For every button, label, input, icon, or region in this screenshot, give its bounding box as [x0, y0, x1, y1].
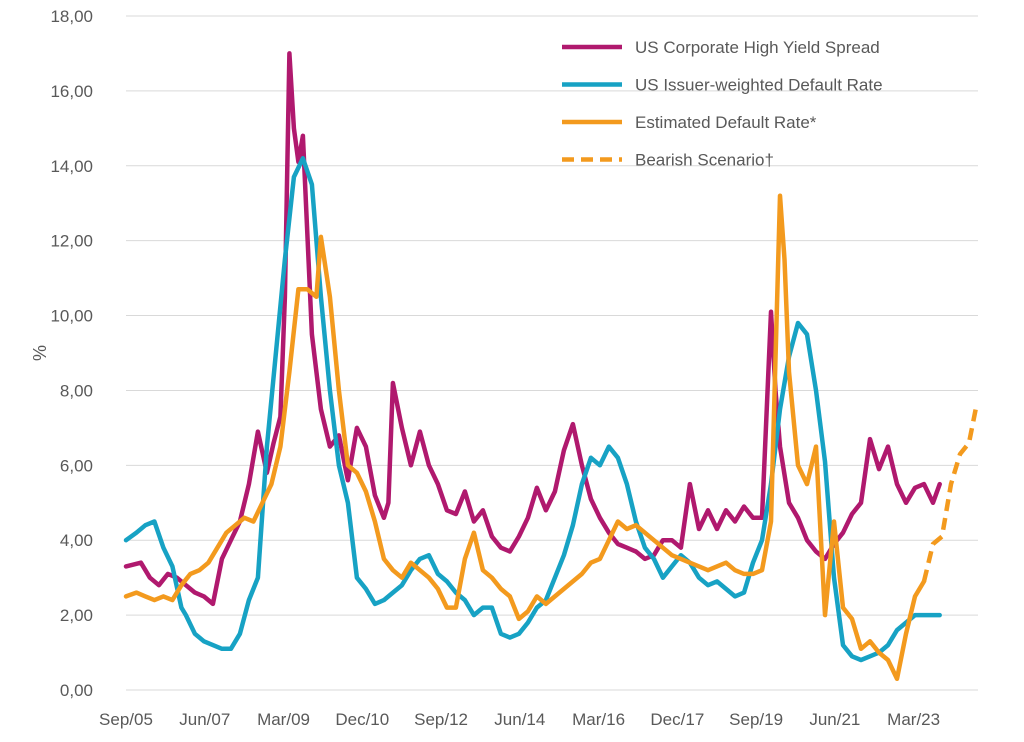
x-tick-label: Mar/09: [257, 710, 310, 729]
x-tick-label: Jun/21: [809, 710, 860, 729]
x-tick-label: Sep/12: [414, 710, 468, 729]
legend-item: US Issuer-weighted Default Rate: [562, 76, 883, 95]
y-tick-label: 12,00: [50, 232, 93, 251]
y-tick-label: 0,00: [60, 681, 93, 700]
series-line-bearish-scenario: [921, 408, 978, 582]
x-tick-label: Sep/19: [729, 710, 783, 729]
legend-label: US Corporate High Yield Spread: [635, 38, 880, 57]
y-tick-label: 6,00: [60, 456, 93, 475]
legend-label: Bearish Scenario†: [635, 151, 774, 170]
y-axis-title: %: [30, 345, 50, 361]
x-tick-label: Mar/23: [887, 710, 940, 729]
legend-label: Estimated Default Rate*: [635, 113, 817, 132]
y-tick-label: 14,00: [50, 157, 93, 176]
legend-item: US Corporate High Yield Spread: [562, 38, 880, 57]
y-tick-label: 4,00: [60, 531, 93, 550]
series-lines: [123, 51, 978, 682]
y-axis-ticks: 0,00 2,00 4,00 6,00 8,00 10,00 12,00 14,00 16,00…: [50, 7, 93, 700]
legend-item: Estimated Default Rate*: [562, 113, 817, 132]
x-tick-label: Jun/14: [494, 710, 545, 729]
x-tick-label: Mar/16: [572, 710, 625, 729]
y-tick-label: 16,00: [50, 82, 93, 101]
series-line-us-issuer-weighted-default-rate: [123, 156, 942, 663]
x-tick-label: Jun/07: [179, 710, 230, 729]
x-axis-ticks: Sep/05 Jun/07 Mar/09 Dec/10 Sep/12 Jun/14 Mar/…: [99, 710, 940, 729]
y-tick-label: 10,00: [50, 307, 93, 326]
y-tick-label: 2,00: [60, 606, 93, 625]
legend-label: US Issuer-weighted Default Rate: [635, 76, 883, 95]
x-tick-label: Sep/05: [99, 710, 153, 729]
series-line-us-corporate-high-yield-spread: [123, 51, 942, 607]
y-tick-label: 18,00: [50, 7, 93, 26]
x-tick-label: Dec/10: [335, 710, 389, 729]
series-line-estimated-default-rate: [123, 193, 927, 682]
x-tick-label: Dec/17: [650, 710, 704, 729]
y-tick-label: 8,00: [60, 381, 93, 400]
legend-item: Bearish Scenario†: [562, 151, 774, 170]
legend: US Corporate High Yield Spread US Issuer-…: [562, 38, 883, 170]
